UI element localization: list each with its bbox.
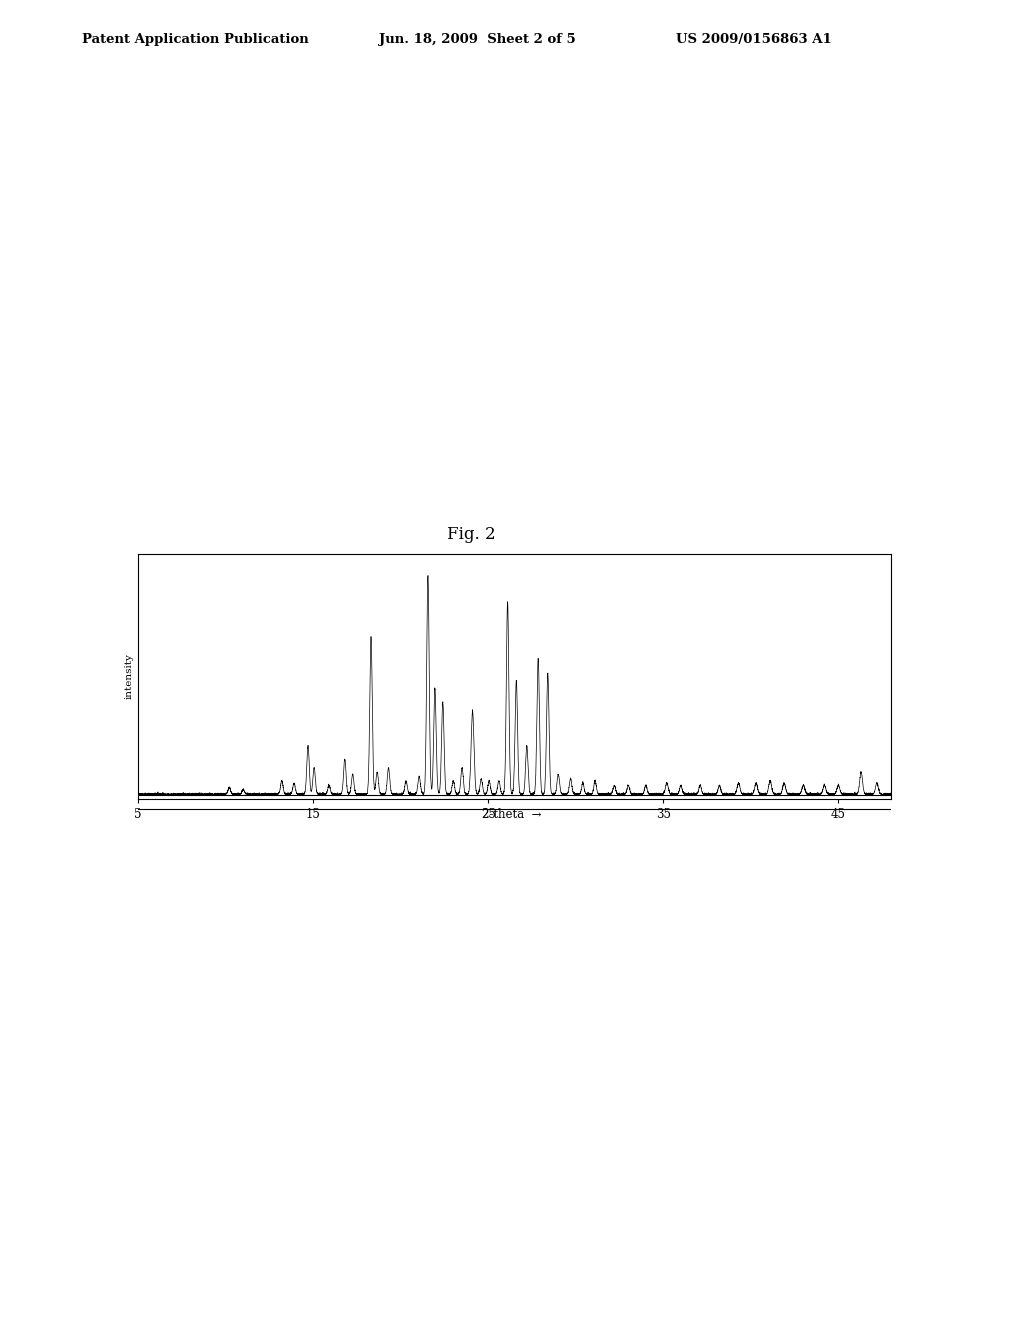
Text: Jun. 18, 2009  Sheet 2 of 5: Jun. 18, 2009 Sheet 2 of 5: [379, 33, 575, 46]
Text: Patent Application Publication: Patent Application Publication: [82, 33, 308, 46]
Text: US 2009/0156863 A1: US 2009/0156863 A1: [676, 33, 831, 46]
Text: 2-theta  →: 2-theta →: [482, 808, 542, 821]
Y-axis label: intensity: intensity: [125, 653, 134, 700]
Text: Fig. 2: Fig. 2: [446, 527, 496, 543]
